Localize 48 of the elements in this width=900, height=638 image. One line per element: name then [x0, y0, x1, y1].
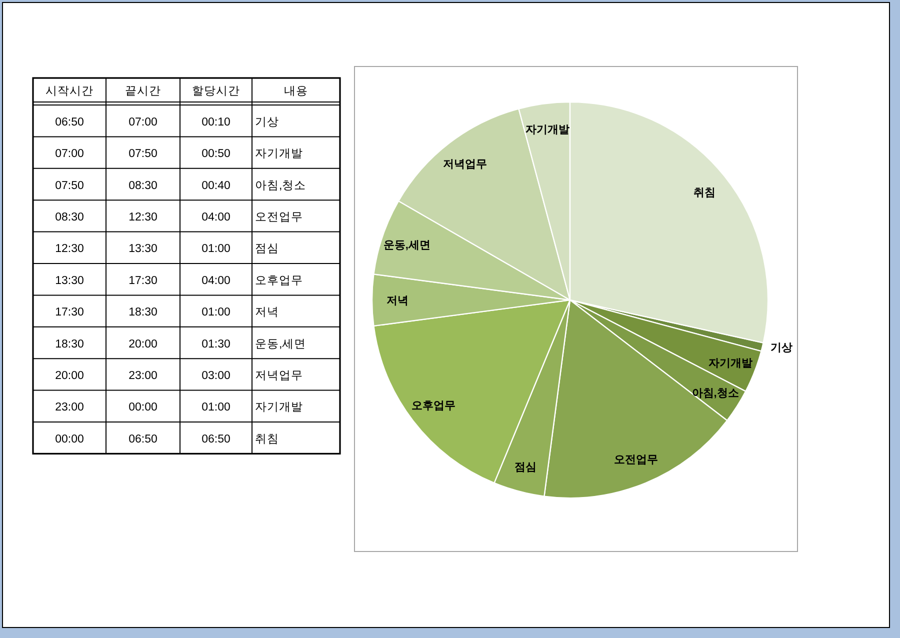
text: 20:00	[55, 370, 84, 382]
text: 끝시간	[125, 86, 161, 98]
category-label: 기상	[255, 116, 279, 128]
text: 06:50	[55, 116, 84, 128]
text: 06:50	[128, 433, 158, 446]
category-label: 오전업무	[255, 211, 303, 224]
text: 01:00	[202, 402, 230, 414]
category-label: 운동,세면	[255, 338, 306, 350]
text: 18:30	[128, 306, 158, 319]
category-label: 오후업무	[255, 274, 303, 287]
text: 23:00	[55, 402, 84, 414]
text: 07:50	[55, 180, 84, 192]
category-label: 취침	[255, 433, 279, 446]
category-label: 자기개발	[255, 148, 303, 160]
text: 00:10	[202, 116, 230, 128]
text: 01:30	[202, 338, 230, 350]
text: 01:00	[202, 243, 230, 256]
text: 07:50	[128, 148, 158, 160]
text: 17:30	[128, 274, 158, 287]
text: 12:30	[128, 211, 158, 224]
text: 07:00	[128, 116, 158, 128]
text: 03:00	[202, 370, 230, 382]
text: 17:30	[55, 306, 84, 319]
text: 23:00	[128, 370, 158, 382]
text: 08:30	[128, 180, 158, 192]
text: 할당시간	[192, 86, 240, 98]
text: 18:30	[55, 338, 84, 350]
text: 01:00	[202, 306, 230, 319]
text: 시작시간	[46, 86, 94, 98]
category-label: 자기개발	[255, 402, 303, 414]
text: 13:30	[55, 274, 84, 287]
category-label: 아침,청소	[255, 180, 306, 192]
text: 04:00	[202, 211, 230, 224]
text: 13:30	[128, 243, 158, 256]
text: 00:50	[202, 148, 230, 160]
text: 00:00	[128, 402, 158, 414]
text: 20:00	[128, 338, 158, 350]
text: 08:30	[55, 211, 84, 224]
text: 00:40	[202, 180, 230, 192]
text: 07:00	[55, 148, 84, 160]
category-label: 점심	[255, 243, 279, 256]
text: 내용	[284, 86, 308, 98]
text: 06:50	[202, 433, 230, 446]
category-label: 저녁업무	[255, 370, 303, 382]
text: 00:00	[55, 433, 84, 446]
text: 04:00	[202, 274, 230, 287]
text: 12:30	[55, 243, 84, 256]
category-label: 저녁	[255, 306, 279, 319]
